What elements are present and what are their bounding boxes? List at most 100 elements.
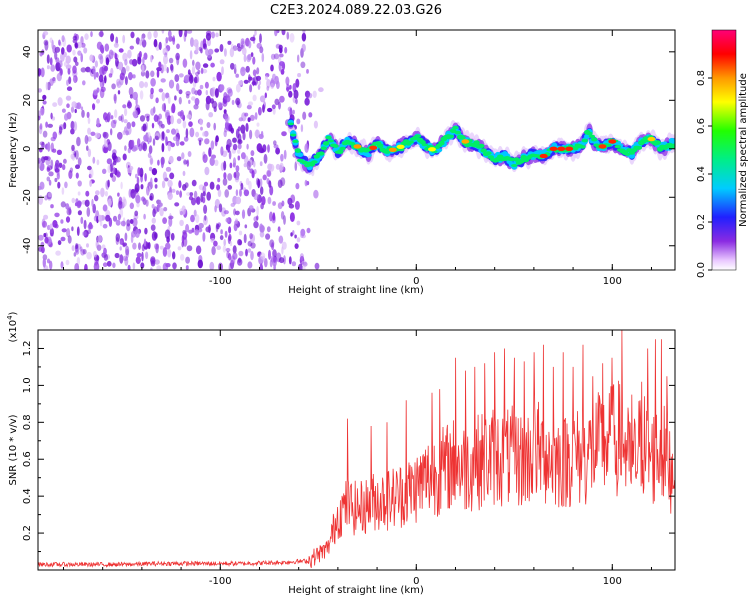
snr-x-axis-label: Height of straight line (km) xyxy=(288,585,424,596)
noise-dot xyxy=(46,65,50,70)
noise-dot xyxy=(147,242,151,250)
ridge-band-dot xyxy=(419,140,426,145)
noise-dot xyxy=(308,112,313,118)
noise-dot xyxy=(273,144,279,149)
noise-dot xyxy=(237,143,242,150)
noise-dot xyxy=(180,254,185,261)
noise-dot xyxy=(301,265,306,270)
ridge-band-dot xyxy=(586,131,593,136)
noise-dot xyxy=(269,185,274,196)
noise-dot xyxy=(220,229,223,235)
noise-dot xyxy=(208,147,212,157)
noise-dot xyxy=(258,106,262,116)
noise-dot xyxy=(124,232,128,242)
noise-dot xyxy=(120,114,124,123)
noise-dot xyxy=(140,70,146,77)
noise-dot xyxy=(102,204,108,212)
noise-dot xyxy=(259,33,262,44)
noise-dot xyxy=(88,68,92,73)
noise-dot xyxy=(261,52,265,63)
ridge-band-dot xyxy=(447,134,454,139)
noise-dot xyxy=(262,104,265,113)
noise-dot xyxy=(240,66,246,77)
noise-dot xyxy=(198,222,204,229)
noise-dot xyxy=(232,252,238,260)
noise-dot xyxy=(89,168,94,179)
noise-dot xyxy=(158,120,163,127)
noise-dot xyxy=(187,151,192,157)
noise-dot xyxy=(150,87,154,95)
noise-dot xyxy=(112,160,117,166)
noise-dot xyxy=(126,101,132,109)
noise-dot xyxy=(38,186,42,191)
noise-dot xyxy=(217,101,223,109)
noise-dot xyxy=(202,185,207,194)
ridge-peak xyxy=(647,136,656,142)
noise-dot xyxy=(237,46,242,52)
noise-dot xyxy=(52,77,56,82)
noise-dot xyxy=(177,111,184,117)
noise-dot xyxy=(74,42,79,49)
noise-dot xyxy=(197,259,203,269)
noise-dot xyxy=(168,215,174,220)
ridge-band-dot xyxy=(579,145,586,149)
noise-dot xyxy=(304,143,309,153)
noise-dot xyxy=(150,70,155,78)
noise-dot xyxy=(158,199,162,209)
noise-dot xyxy=(72,35,78,41)
ridge-band-dot xyxy=(435,148,443,153)
noise-dot xyxy=(120,220,126,227)
noise-dot xyxy=(114,52,117,60)
noise-dot xyxy=(254,112,258,120)
noise-dot xyxy=(134,210,139,217)
noise-dot xyxy=(254,129,260,138)
noise-dot xyxy=(209,157,215,166)
noise-dot xyxy=(287,197,293,206)
colorbar-gradient xyxy=(711,29,737,271)
noise-dot xyxy=(61,47,65,55)
noise-dot xyxy=(150,267,153,270)
noise-dot xyxy=(215,32,219,38)
noise-dot xyxy=(43,156,49,161)
noise-dot xyxy=(169,172,175,180)
noise-dot xyxy=(295,182,300,190)
noise-dot xyxy=(302,111,307,121)
noise-dot xyxy=(107,179,110,188)
noise-dot xyxy=(229,241,233,247)
noise-dot xyxy=(86,111,90,119)
noise-dot xyxy=(63,158,67,164)
noise-dot xyxy=(197,137,204,142)
noise-dot xyxy=(222,245,227,253)
noise-dot xyxy=(266,169,272,177)
noise-dot xyxy=(75,150,79,160)
noise-dot xyxy=(122,34,126,44)
noise-dot xyxy=(256,122,260,127)
noise-dot xyxy=(232,45,238,51)
noise-dot xyxy=(249,84,253,93)
noise-dot xyxy=(270,82,275,90)
noise-dot xyxy=(112,215,118,222)
noise-dot xyxy=(274,75,279,85)
noise-dot xyxy=(192,59,195,66)
noise-dot xyxy=(54,212,60,218)
noise-dot xyxy=(264,258,268,268)
noise-dot xyxy=(289,33,295,43)
noise-dot xyxy=(273,264,276,270)
noise-dot xyxy=(170,63,174,71)
noise-dot xyxy=(166,129,170,134)
noise-dot xyxy=(217,189,222,198)
noise-dot xyxy=(273,53,280,60)
noise-dot xyxy=(57,181,61,189)
noise-dot xyxy=(259,263,263,270)
ridge-band-dot xyxy=(325,135,332,140)
y-tick-label: 40 xyxy=(22,45,33,58)
noise-dot xyxy=(259,161,263,167)
ridge-band-dot xyxy=(454,130,461,135)
noise-dot xyxy=(114,109,118,119)
noise-dot xyxy=(224,189,229,198)
y-tick-label: -20 xyxy=(22,189,33,205)
noise-dot xyxy=(161,92,166,102)
noise-dot xyxy=(115,57,119,67)
noise-dot xyxy=(175,190,180,196)
noise-dot xyxy=(211,31,216,39)
